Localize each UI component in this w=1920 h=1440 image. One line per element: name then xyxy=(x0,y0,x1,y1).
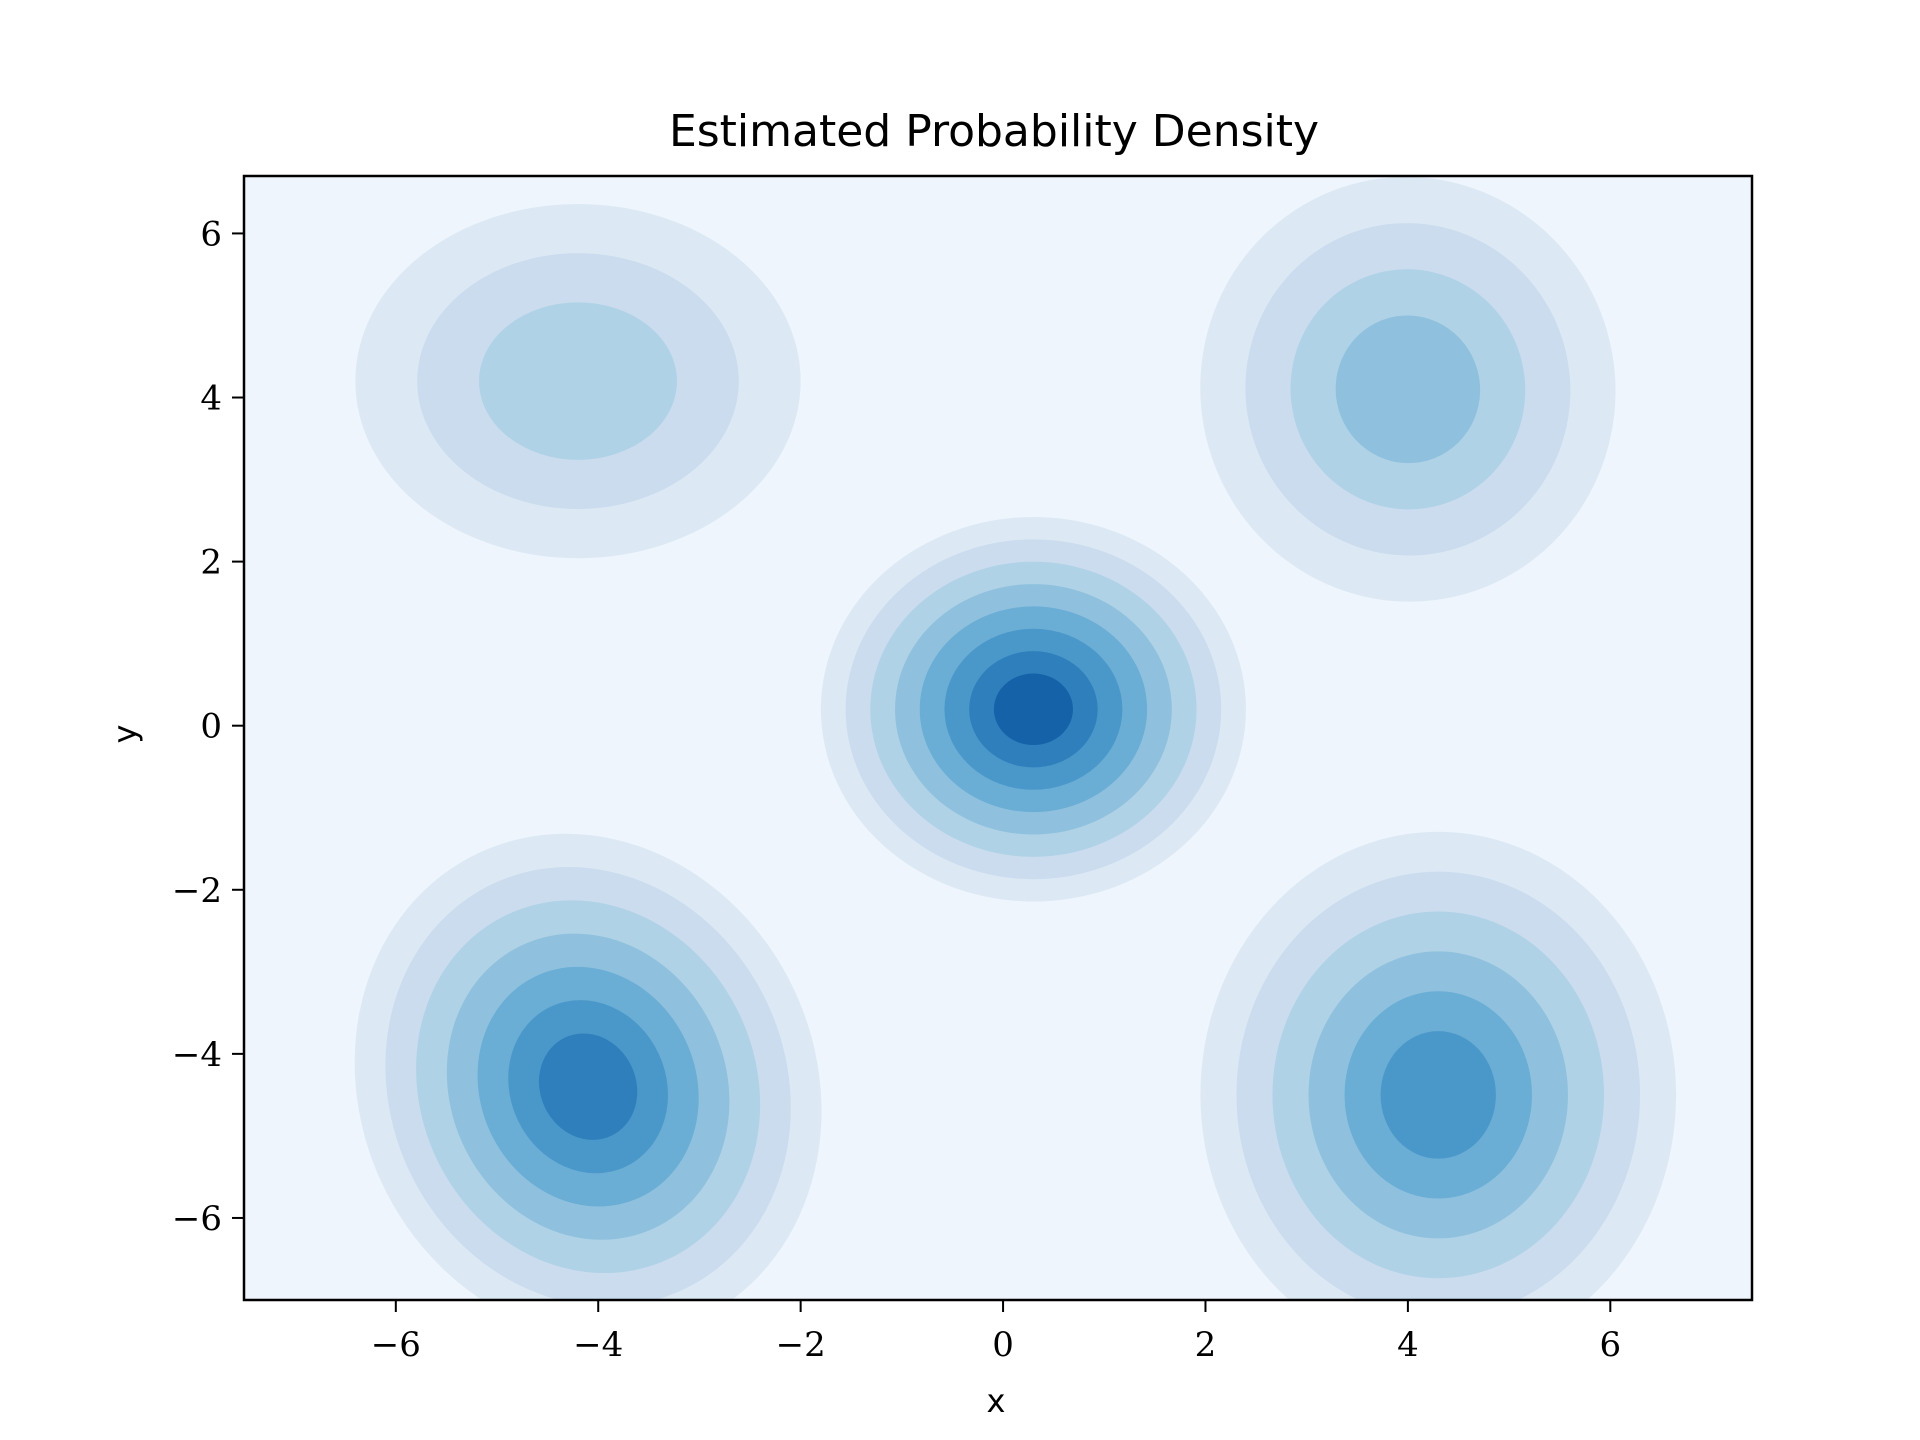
y-axis-label: y xyxy=(106,725,144,744)
x-tick-label: 4 xyxy=(1397,1325,1419,1365)
y-tick-label: −4 xyxy=(172,1035,222,1075)
y-tick-label: 4 xyxy=(200,379,222,419)
x-tick-label: −4 xyxy=(573,1325,623,1365)
contour-level-8 xyxy=(993,673,1073,746)
x-axis-label: x xyxy=(987,1382,1006,1420)
x-tick-label: 0 xyxy=(992,1325,1014,1365)
y-tick-label: 6 xyxy=(200,214,222,254)
x-tick-label: 2 xyxy=(1195,1325,1217,1365)
x-tick-label: −6 xyxy=(371,1325,421,1365)
x-tick-label: 6 xyxy=(1599,1325,1621,1365)
y-tick-label: −2 xyxy=(172,871,222,911)
y-tick-label: −6 xyxy=(172,1199,222,1239)
contour-level-7 xyxy=(538,1033,638,1140)
chart-title: Estimated Probability Density xyxy=(669,106,1319,157)
y-tick-label: 2 xyxy=(200,543,222,583)
contour-level-3 xyxy=(479,302,677,460)
x-axis-ticks: −6 −4 −2 0 2 4 6 xyxy=(371,1300,1621,1365)
contour-layer xyxy=(354,176,1677,1300)
plot-frame xyxy=(242,174,1754,1302)
y-axis-ticks: −6 −4 −2 0 2 4 6 xyxy=(172,214,244,1239)
contour-level-6 xyxy=(1380,1031,1496,1159)
contour-level-4 xyxy=(1335,315,1481,464)
y-tick-label: 0 xyxy=(200,707,222,747)
x-tick-label: −2 xyxy=(776,1325,826,1365)
